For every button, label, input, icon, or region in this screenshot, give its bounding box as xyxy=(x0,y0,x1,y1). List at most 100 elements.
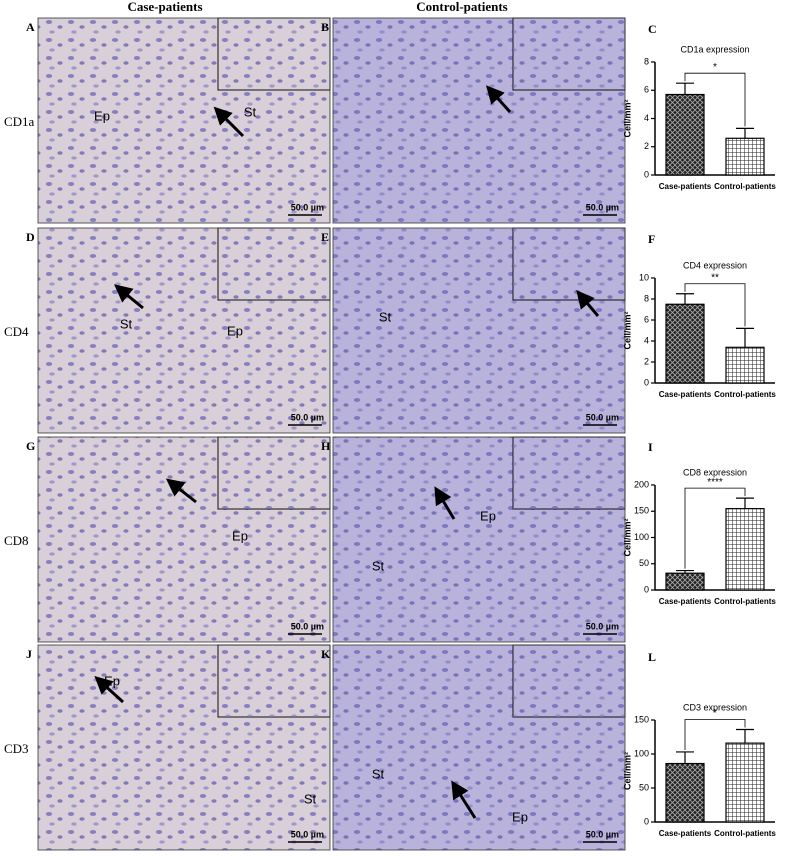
y-axis-label: Cell/mm² xyxy=(622,518,632,556)
arrow xyxy=(576,290,600,317)
scale-bar-label: 50.0 µm xyxy=(291,829,324,839)
y-tick-label: 6 xyxy=(644,85,649,95)
panel-letter: C xyxy=(648,22,657,36)
scale-bar-label: 50.0 µm xyxy=(586,621,619,631)
x-tick-label: Control-patients xyxy=(714,829,776,838)
chart-title: CD4 expression xyxy=(683,260,747,270)
tissue-label: St xyxy=(372,558,385,573)
panel-letter: I xyxy=(648,440,653,454)
error-bar xyxy=(676,82,694,95)
inset-cells xyxy=(513,228,625,300)
significance-label: * xyxy=(713,708,717,719)
panel-border xyxy=(332,227,626,434)
bar xyxy=(725,346,765,384)
tissue-label: St xyxy=(372,766,385,781)
inset-cells xyxy=(513,18,625,90)
y-tick-label: 10 xyxy=(639,272,649,282)
panel-letter: D xyxy=(26,230,35,244)
y-tick-label: 0 xyxy=(644,377,649,387)
significance-bracket xyxy=(684,719,746,750)
panel-letter: G xyxy=(26,439,35,453)
panel-border xyxy=(37,436,331,643)
y-tick-label: 2 xyxy=(644,141,649,151)
arrow xyxy=(114,284,144,310)
x-tick-label: Control-patients xyxy=(714,597,776,606)
panel-letter: E xyxy=(321,230,329,244)
chart-title: CD1a expression xyxy=(680,44,749,54)
row-label: CD3 xyxy=(4,741,29,756)
error-bar xyxy=(736,327,754,348)
panel-border xyxy=(37,17,331,224)
arrow xyxy=(451,780,477,819)
y-tick-label: 150 xyxy=(634,506,649,516)
row-label: CD8 xyxy=(4,533,29,548)
inset-cells xyxy=(513,437,625,509)
bar xyxy=(725,742,765,823)
scale-bar-label: 50.0 µm xyxy=(586,829,619,839)
x-tick-label: Control-patients xyxy=(714,182,776,191)
y-tick-label: 0 xyxy=(644,169,649,179)
scale-bar-label: 50.0 µm xyxy=(291,202,324,212)
error-bar xyxy=(676,751,694,764)
arrow xyxy=(213,106,245,138)
y-tick-label: 50 xyxy=(639,782,649,792)
tissue-label: Ep xyxy=(232,528,248,543)
chart-title: CD3 expression xyxy=(683,702,747,712)
y-tick-label: 150 xyxy=(634,714,649,724)
panel-letter: K xyxy=(321,647,331,661)
bar xyxy=(725,137,765,176)
significance-bracket xyxy=(684,72,746,127)
tissue-label: St xyxy=(244,104,257,119)
panel-border xyxy=(332,17,626,224)
x-tick-label: Control-patients xyxy=(714,390,776,399)
y-axis-label: Cell/mm² xyxy=(622,99,632,137)
panel-border xyxy=(37,227,331,434)
inset-cells xyxy=(218,437,330,509)
inset-cells xyxy=(513,645,625,717)
x-tick-label: Case-patients xyxy=(659,182,712,191)
tissue-label: St xyxy=(120,316,133,331)
tissue-label: Ep xyxy=(227,323,243,338)
x-tick-label: Case-patients xyxy=(659,829,712,838)
bar xyxy=(665,762,705,823)
x-tick-label: Case-patients xyxy=(659,597,712,606)
error-bar xyxy=(736,127,754,139)
panel-border xyxy=(332,644,626,851)
tissue-label: Ep xyxy=(512,809,528,824)
panel-letter: B xyxy=(321,20,329,34)
tissue-label: St xyxy=(379,309,392,324)
y-axis-label: Cell/mm² xyxy=(622,311,632,349)
scale-bar-label: 50.0 µm xyxy=(586,412,619,422)
y-tick-label: 0 xyxy=(644,816,649,826)
bar xyxy=(725,508,765,591)
bar xyxy=(665,572,705,591)
arrow xyxy=(485,85,512,114)
y-tick-label: 8 xyxy=(644,56,649,66)
significance-bracket xyxy=(684,283,746,327)
panel-border xyxy=(37,644,331,851)
panel-border xyxy=(332,436,626,643)
panel-letter: F xyxy=(648,232,655,246)
error-bar xyxy=(676,293,694,305)
inset-cells xyxy=(218,645,330,717)
panel-letter: J xyxy=(26,647,32,661)
significance-label: * xyxy=(713,62,717,73)
inset-cells xyxy=(218,228,330,300)
error-bar xyxy=(736,728,754,744)
bar xyxy=(665,303,705,384)
y-tick-label: 50 xyxy=(639,558,649,568)
significance-label: **** xyxy=(707,477,723,488)
y-tick-label: 200 xyxy=(634,479,649,489)
row-label: CD1a xyxy=(4,114,35,129)
x-tick-label: Case-patients xyxy=(659,390,712,399)
panel-letter: A xyxy=(26,20,35,34)
y-tick-label: 6 xyxy=(644,314,649,324)
bar xyxy=(665,93,705,176)
column-header: Case-patients xyxy=(127,0,202,14)
y-tick-label: 0 xyxy=(644,584,649,594)
y-tick-label: 4 xyxy=(644,335,649,345)
error-bar xyxy=(676,569,694,574)
scale-bar-label: 50.0 µm xyxy=(291,412,324,422)
column-header: Control-patients xyxy=(416,0,507,14)
